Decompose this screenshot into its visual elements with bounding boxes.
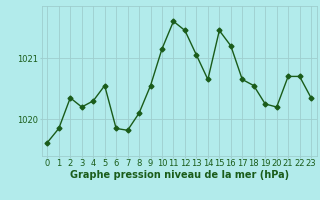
X-axis label: Graphe pression niveau de la mer (hPa): Graphe pression niveau de la mer (hPa): [70, 170, 289, 180]
